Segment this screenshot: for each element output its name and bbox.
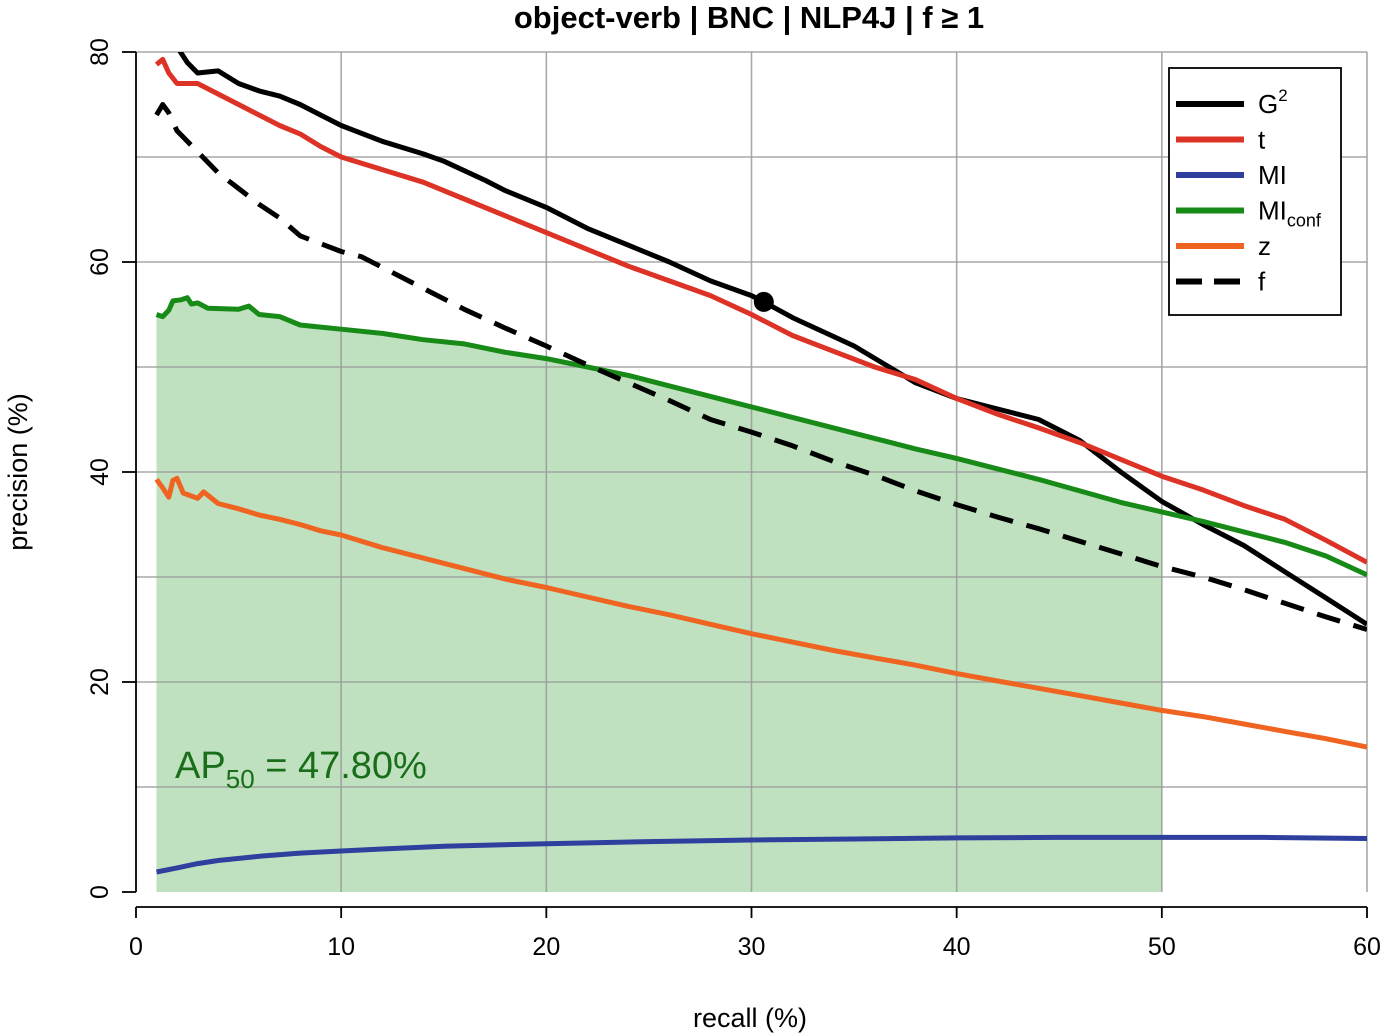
y-axis-title: precision (%) bbox=[3, 393, 33, 551]
legend-label: MIconf bbox=[1258, 196, 1322, 231]
legend-label: G2 bbox=[1258, 86, 1288, 119]
x-tick-label: 0 bbox=[129, 933, 143, 961]
series-line-miconf bbox=[155, 295, 1367, 578]
legend-label: z bbox=[1258, 231, 1271, 261]
ap50-annotation: AP50 = 47.80% bbox=[175, 745, 427, 794]
series-lines bbox=[154, 52, 1367, 875]
y-tick-label: 80 bbox=[86, 38, 114, 66]
y-tick-label: 60 bbox=[86, 248, 114, 276]
plot-area: AP50 = 47.80% bbox=[136, 51, 1368, 892]
x-axis-title: recall (%) bbox=[693, 1003, 807, 1033]
series-line-f bbox=[154, 102, 1367, 632]
g2-marker-point bbox=[753, 291, 774, 312]
x-tick-label: 20 bbox=[532, 933, 560, 961]
series-line-g2 bbox=[177, 52, 1367, 627]
x-tick-label: 30 bbox=[738, 933, 766, 961]
axes: 0 10 20 30 40 50 60 0 20 40 60 80 bbox=[86, 38, 1381, 961]
y-tick-label: 0 bbox=[86, 885, 114, 899]
x-tick-label: 50 bbox=[1148, 933, 1176, 961]
x-tick-label: 40 bbox=[943, 933, 971, 961]
y-tick-label: 40 bbox=[86, 458, 114, 486]
legend-label: MI bbox=[1258, 160, 1287, 190]
ap-shaded-area bbox=[156, 297, 1162, 892]
legend-box bbox=[1168, 67, 1342, 316]
series-line-z bbox=[154, 475, 1367, 750]
series-line-t bbox=[154, 56, 1367, 565]
x-tick-label: 60 bbox=[1353, 933, 1381, 961]
y-tick-label: 20 bbox=[86, 668, 114, 696]
x-tick-label: 10 bbox=[327, 933, 355, 961]
chart-title: object-verb | BNC | NLP4J | f ≥ 1 bbox=[514, 0, 984, 35]
series-line-mi bbox=[156, 834, 1367, 875]
legend-label: t bbox=[1258, 125, 1266, 155]
legend-label: f bbox=[1258, 267, 1266, 297]
